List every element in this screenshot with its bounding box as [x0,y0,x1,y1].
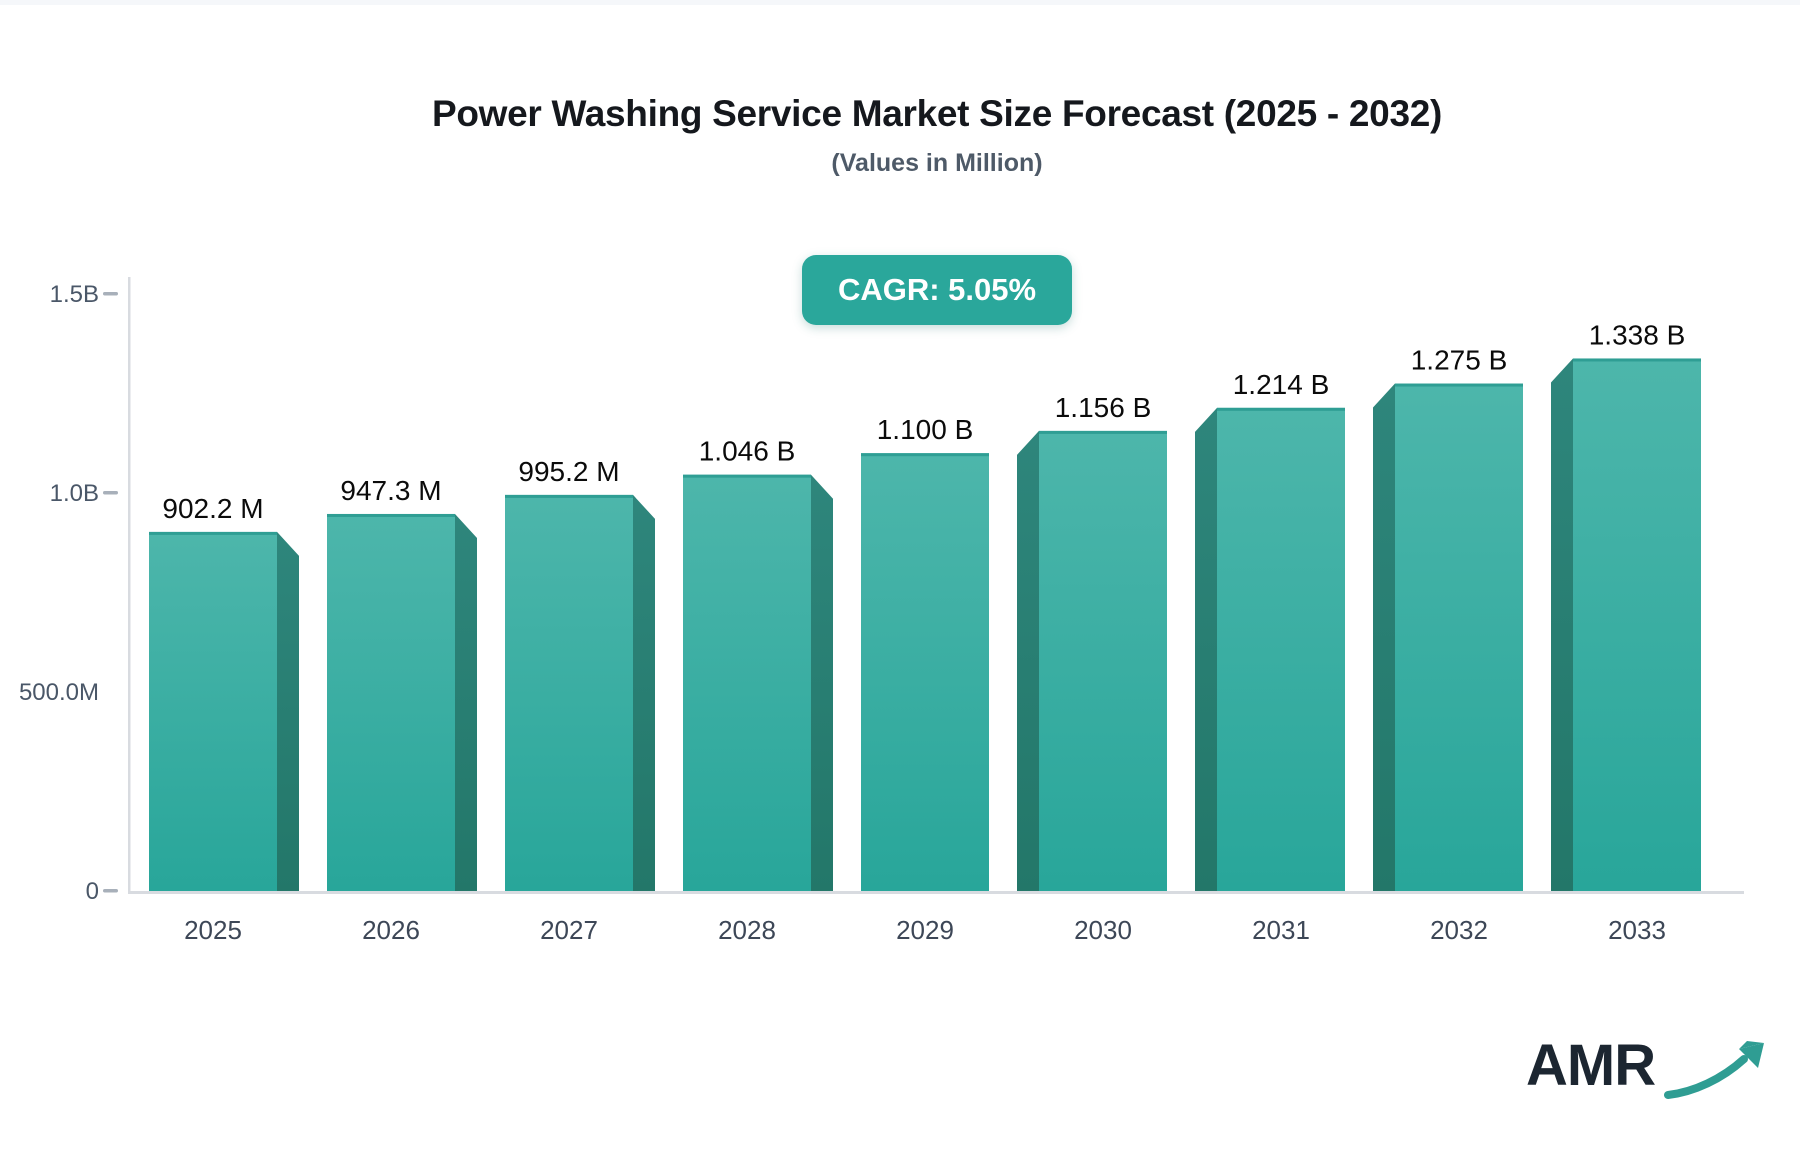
bar-side-2033 [1551,358,1573,891]
bar-top-edge-2032 [1395,383,1523,387]
plot-area: 0 500.0M 1.0B 1.5B 902.2 M 2025 947.3 M 2026 995… [0,5,1800,1156]
y-tick-label: 0 [86,878,99,905]
x-tick-label-2025: 2025 [184,915,242,945]
bar-top-edge-2031 [1217,407,1345,411]
amr-logo: AMR [1526,1037,1764,1127]
x-axis-line [128,891,1744,894]
y-tick-label: 1.5B [50,281,99,308]
bar-side-2031 [1195,407,1217,891]
bar-value-label-2026: 947.3 M [340,475,441,506]
cagr-badge: CAGR: 5.05% [801,255,1073,325]
x-tick-label-2027: 2027 [540,915,598,945]
x-tick-label-2031: 2031 [1252,915,1310,945]
bar-top-edge-2028 [683,474,811,478]
x-tick-label-2030: 2030 [1074,915,1132,945]
window-top-strip [0,0,1800,5]
bar-value-label-2033: 1.338 B [1589,319,1686,350]
x-tick-label-2029: 2029 [896,915,954,945]
bar-2026 [327,513,455,891]
bar-2031 [1217,407,1345,891]
bar-value-label-2031: 1.214 B [1233,369,1330,400]
cagr-badge-row: CAGR: 5.05% [130,255,1744,325]
bar-2030 [1039,430,1167,891]
bar-2029 [861,453,989,891]
bar-top-edge-2026 [327,513,455,517]
bar-top-edge-2025 [149,531,277,535]
bar-2025 [149,531,277,891]
bar-side-2027 [633,494,655,891]
bar-value-label-2029: 1.100 B [877,414,974,445]
y-tick-dash [103,491,118,495]
chart-subtitle: (Values in Million) [831,149,1043,177]
chart-card: Power Washing Service Market Size Foreca… [0,5,1800,1156]
bar-top-edge-2029 [861,453,989,457]
y-tick-dash [103,889,118,893]
bar-value-label-2027: 995.2 M [518,456,619,487]
bar-top-edge-2033 [1573,358,1701,362]
chart-header: Power Washing Service Market Size Foreca… [130,93,1744,178]
x-tick-label-2026: 2026 [362,915,420,945]
bar-2032 [1395,383,1523,891]
bar-side-2028 [811,474,833,891]
chart-title: Power Washing Service Market Size Foreca… [431,93,1443,134]
amr-logo-text: AMR [1526,1033,1656,1098]
bar-value-label-2030: 1.156 B [1055,392,1152,423]
bar-chart: 0 500.0M 1.0B 1.5B 902.2 M 2025 947.3 M 2026 995… [19,277,1744,945]
x-tick-label-2032: 2032 [1430,915,1488,945]
x-tick-label-2033: 2033 [1608,915,1666,945]
x-tick-label-2028: 2028 [718,915,776,945]
bar-2027 [505,494,633,891]
bar-side-2025 [277,531,299,891]
bar-value-label-2025: 902.2 M [162,493,263,524]
y-tick-label: 500.0M [19,679,99,706]
y-tick-label: 1.0B [50,480,99,507]
y-tick-dash [103,292,118,296]
bar-top-edge-2027 [505,494,633,498]
bar-value-label-2032: 1.275 B [1411,345,1508,376]
bar-side-2032 [1373,383,1395,891]
bar-side-2026 [455,513,477,891]
bar-top-edge-2030 [1039,430,1167,434]
bar-side-2030 [1017,430,1039,891]
y-axis-line [128,277,131,894]
growth-arrow-icon [1664,1041,1764,1099]
bar-2033 [1573,358,1701,891]
bar-value-label-2028: 1.046 B [699,436,796,467]
bar-2028 [683,474,811,891]
